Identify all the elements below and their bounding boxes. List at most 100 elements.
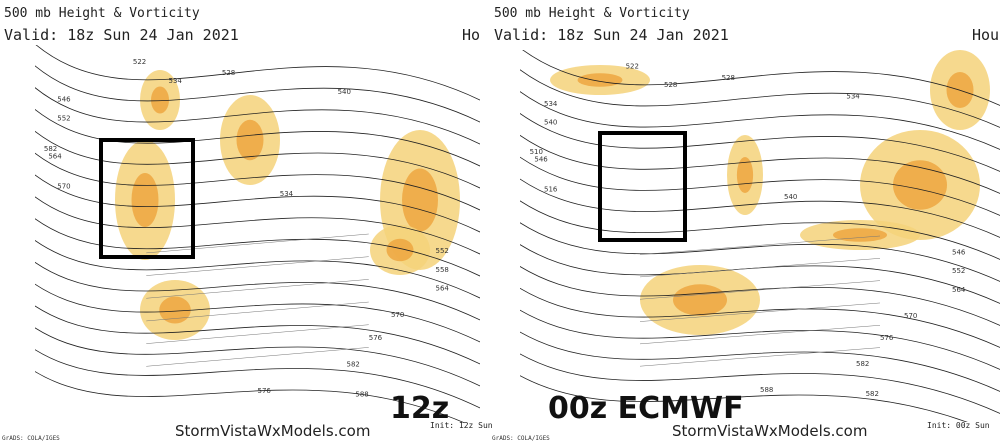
- state-border: [639, 258, 881, 278]
- valid-time: Valid: 18z Sun 24 Jan 2021: [4, 26, 239, 44]
- right-panel: 500 mb Height & Vorticity Valid: 18z Sun …: [492, 6, 1000, 442]
- state-border: [146, 256, 369, 276]
- contour-label: 582: [347, 360, 360, 368]
- height-contour: [35, 86, 480, 145]
- footer: StormVistaWxModels.com: [672, 422, 867, 440]
- vorticity: [673, 284, 727, 316]
- state-border: [146, 301, 369, 322]
- height-contour: [35, 239, 480, 299]
- cut-label: Hou: [972, 26, 999, 44]
- cut-label: Ho: [462, 26, 480, 44]
- contour-label: 522: [626, 63, 639, 71]
- height-contour: [520, 287, 1000, 349]
- height-contour: [520, 156, 1000, 217]
- contour-label: 534: [280, 190, 294, 198]
- height-contour: [520, 331, 1000, 393]
- height-contour: [520, 265, 1000, 327]
- height-contour: [520, 309, 1000, 371]
- height-contour: [522, 50, 1000, 107]
- contour-label: 528: [664, 81, 677, 89]
- contour-label: 546: [534, 156, 548, 164]
- height-contour: [35, 65, 480, 123]
- height-contour: [35, 349, 480, 409]
- contour-label: 522: [133, 58, 146, 66]
- height-contour: [520, 69, 1000, 129]
- highlight-box: [598, 131, 687, 242]
- contour-label: 540: [784, 193, 797, 201]
- contour-label: 576: [258, 387, 272, 395]
- vorticity: [577, 73, 623, 87]
- vorticity: [833, 228, 887, 242]
- contour-label: 534: [544, 100, 558, 108]
- height-contour: [520, 90, 1000, 151]
- init: Init: 00z Sun: [927, 421, 990, 430]
- height-contour: [35, 261, 480, 321]
- contour-label: 582: [856, 360, 869, 368]
- contour-label: 570: [904, 312, 917, 320]
- credit: GrADS: COLA/IGES: [2, 435, 60, 442]
- contour-label: 582: [866, 390, 879, 398]
- vorticity: [151, 86, 169, 114]
- contour-label: 540: [544, 118, 557, 126]
- height-contour: [35, 152, 480, 211]
- height-contour: [35, 305, 480, 365]
- contour-label: 546: [57, 96, 71, 104]
- left-panel: 500 mb Height & Vorticity Valid: 18z Sun …: [2, 6, 493, 442]
- vorticity: [236, 119, 264, 161]
- contour-label: 552: [436, 247, 449, 255]
- state-border: [639, 347, 881, 367]
- contour-label: 540: [338, 88, 351, 96]
- height-contour: [35, 174, 480, 233]
- height-contour: [520, 222, 1000, 283]
- contour-label: 564: [436, 285, 450, 293]
- vorticity: [402, 168, 438, 232]
- contour-label: 552: [57, 115, 70, 123]
- state-border: [146, 233, 369, 254]
- contour-label: 528: [222, 69, 235, 77]
- height-contour: [35, 217, 480, 277]
- contour-label: 510: [530, 148, 543, 156]
- height-contour: [520, 353, 1000, 415]
- contour-label: 588: [760, 386, 773, 394]
- state-border: [639, 280, 881, 300]
- vorticity: [893, 160, 947, 210]
- height-contour: [35, 130, 480, 189]
- height-contour: [35, 370, 466, 423]
- state-border: [639, 235, 881, 255]
- credit: GrADS: COLA/IGES: [492, 435, 550, 442]
- height-contour: [520, 178, 1000, 239]
- contour-label: 546: [952, 249, 966, 257]
- state-border: [639, 325, 881, 345]
- map: 522 528 534 540 546 516 510 528 534 540 546 552 564 5…: [520, 50, 1000, 422]
- contour-label: 570: [391, 311, 404, 319]
- height-contour: [35, 283, 480, 343]
- state-border: [639, 302, 881, 322]
- contour-label: 576: [369, 334, 383, 342]
- contour-label: 570: [57, 183, 70, 191]
- overlay-label: 00z ECMWF: [548, 391, 744, 426]
- contour-label: 564: [952, 286, 966, 294]
- state-border: [146, 324, 369, 344]
- height-contour: [520, 200, 1000, 261]
- map-title: 500 mb Height & Vorticity: [494, 6, 690, 21]
- height-contour: [35, 108, 480, 167]
- vorticity: [386, 238, 414, 262]
- vorticity: [159, 296, 191, 324]
- overlay-label: 12z: [390, 391, 449, 426]
- contour-label: 534: [846, 92, 860, 100]
- height-contour: [35, 196, 480, 255]
- height-contour: [35, 45, 480, 101]
- state-border: [146, 279, 369, 299]
- contour-label: 588: [355, 391, 368, 399]
- valid-time: Valid: 18z Sun 24 Jan 2021: [494, 26, 729, 44]
- footer: StormVistaWxModels.com: [175, 422, 370, 440]
- map-title: 500 mb Height & Vorticity: [4, 6, 200, 21]
- contour-label: 564: [48, 152, 62, 160]
- height-contour: [520, 375, 968, 422]
- contour-label: 576: [880, 334, 894, 342]
- map: 5225345465525645705825285405345525585645…: [35, 45, 480, 423]
- contour-label: 558: [436, 266, 449, 274]
- height-contour: [520, 134, 1000, 195]
